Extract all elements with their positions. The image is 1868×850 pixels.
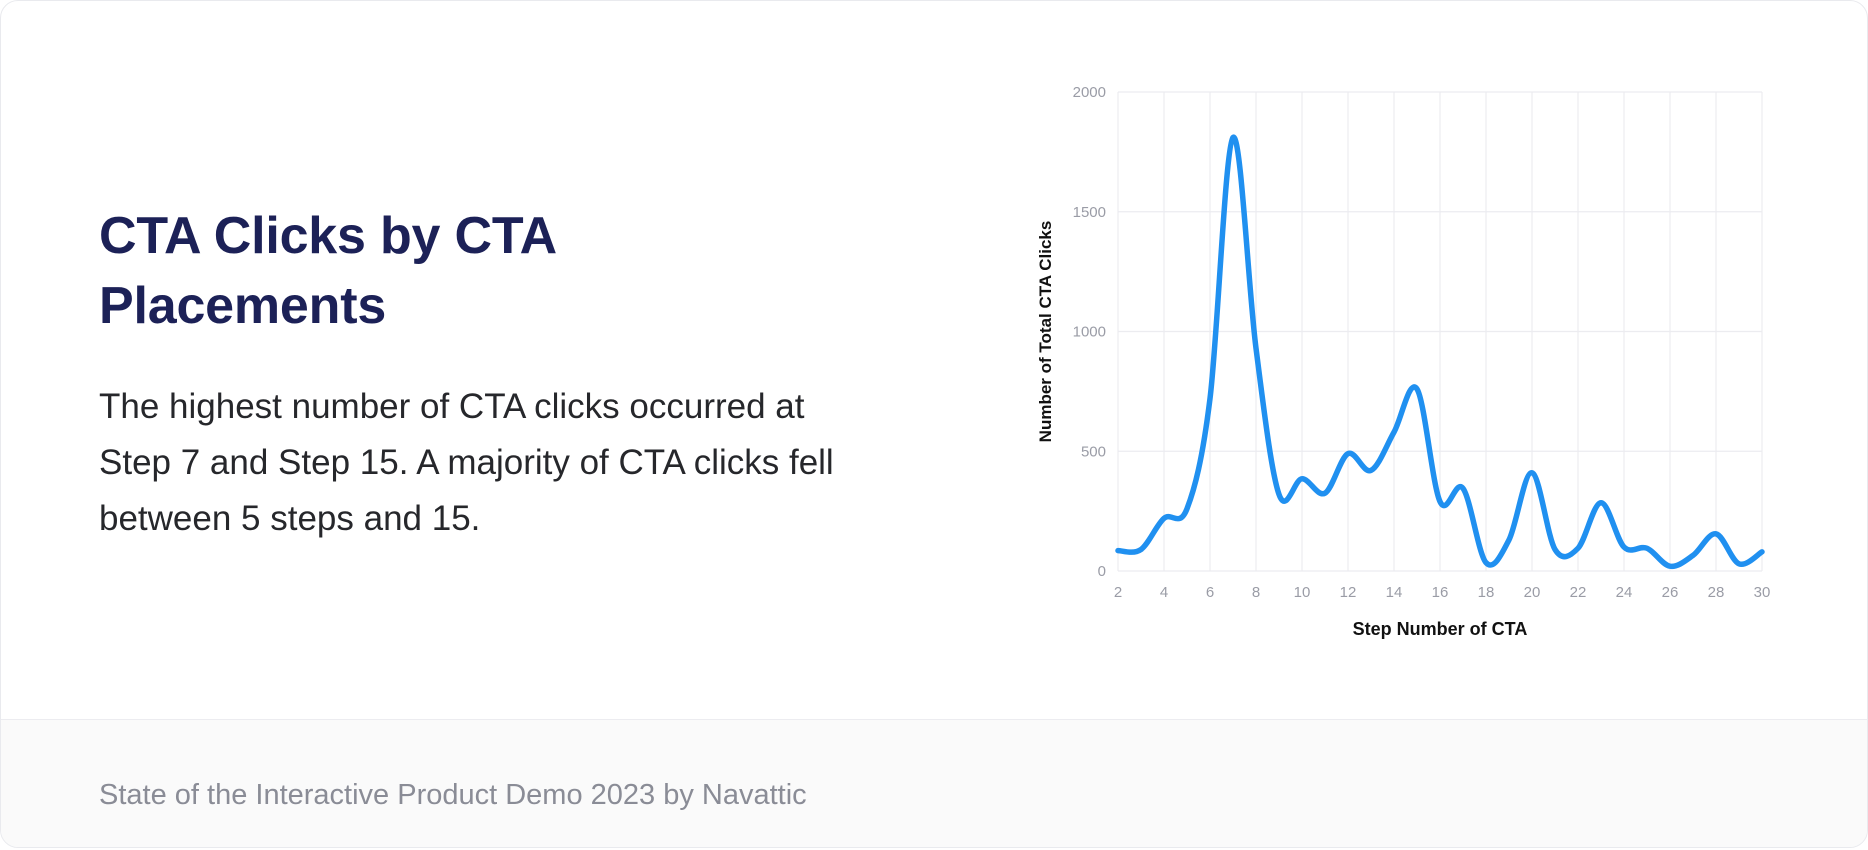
series-line xyxy=(1115,134,1765,570)
text-block: CTA Clicks by CTA Placements The highest… xyxy=(99,201,879,547)
x-tick-label: 6 xyxy=(1206,584,1214,601)
y-tick-label: 500 xyxy=(1081,443,1106,460)
x-axis-label: Step Number of CTA xyxy=(1353,619,1528,639)
x-tick-label: 28 xyxy=(1708,584,1725,601)
footer-credit: State of the Interactive Product Demo 20… xyxy=(99,779,807,811)
x-tick-label: 20 xyxy=(1524,584,1541,601)
card-description: The highest number of CTA clicks occurre… xyxy=(99,387,834,538)
footer: State of the Interactive Product Demo 20… xyxy=(1,719,1867,847)
chart-grid xyxy=(1117,91,1763,572)
x-tick-label: 10 xyxy=(1294,584,1311,601)
x-tick-label: 16 xyxy=(1432,584,1449,601)
x-tick-label: 8 xyxy=(1252,584,1260,601)
line-chart: 0 500 1000 1500 2000 2 4 6 8 10 12 14 16 18 20 22 24 26 28… xyxy=(1021,61,1801,661)
x-tick-label: 2 xyxy=(1114,584,1122,601)
chart-series xyxy=(1115,134,1765,570)
y-tick-label: 1000 xyxy=(1073,324,1106,341)
x-tick-label: 26 xyxy=(1662,584,1679,601)
x-tick-label: 12 xyxy=(1340,584,1357,601)
x-tick-label: 30 xyxy=(1754,584,1771,601)
y-tick-label: 0 xyxy=(1098,563,1106,580)
y-tick-label: 1500 xyxy=(1073,204,1106,221)
x-tick-label: 14 xyxy=(1386,584,1403,601)
x-tick-label: 24 xyxy=(1616,584,1633,601)
x-tick-label: 22 xyxy=(1570,584,1587,601)
x-tick-label: 18 xyxy=(1478,584,1495,601)
y-axis-label: Number of Total CTA Clicks xyxy=(1036,221,1055,443)
y-tick-label: 2000 xyxy=(1073,84,1106,101)
card-title: CTA Clicks by CTA Placements xyxy=(99,207,555,335)
x-tick-label: 4 xyxy=(1160,584,1168,601)
